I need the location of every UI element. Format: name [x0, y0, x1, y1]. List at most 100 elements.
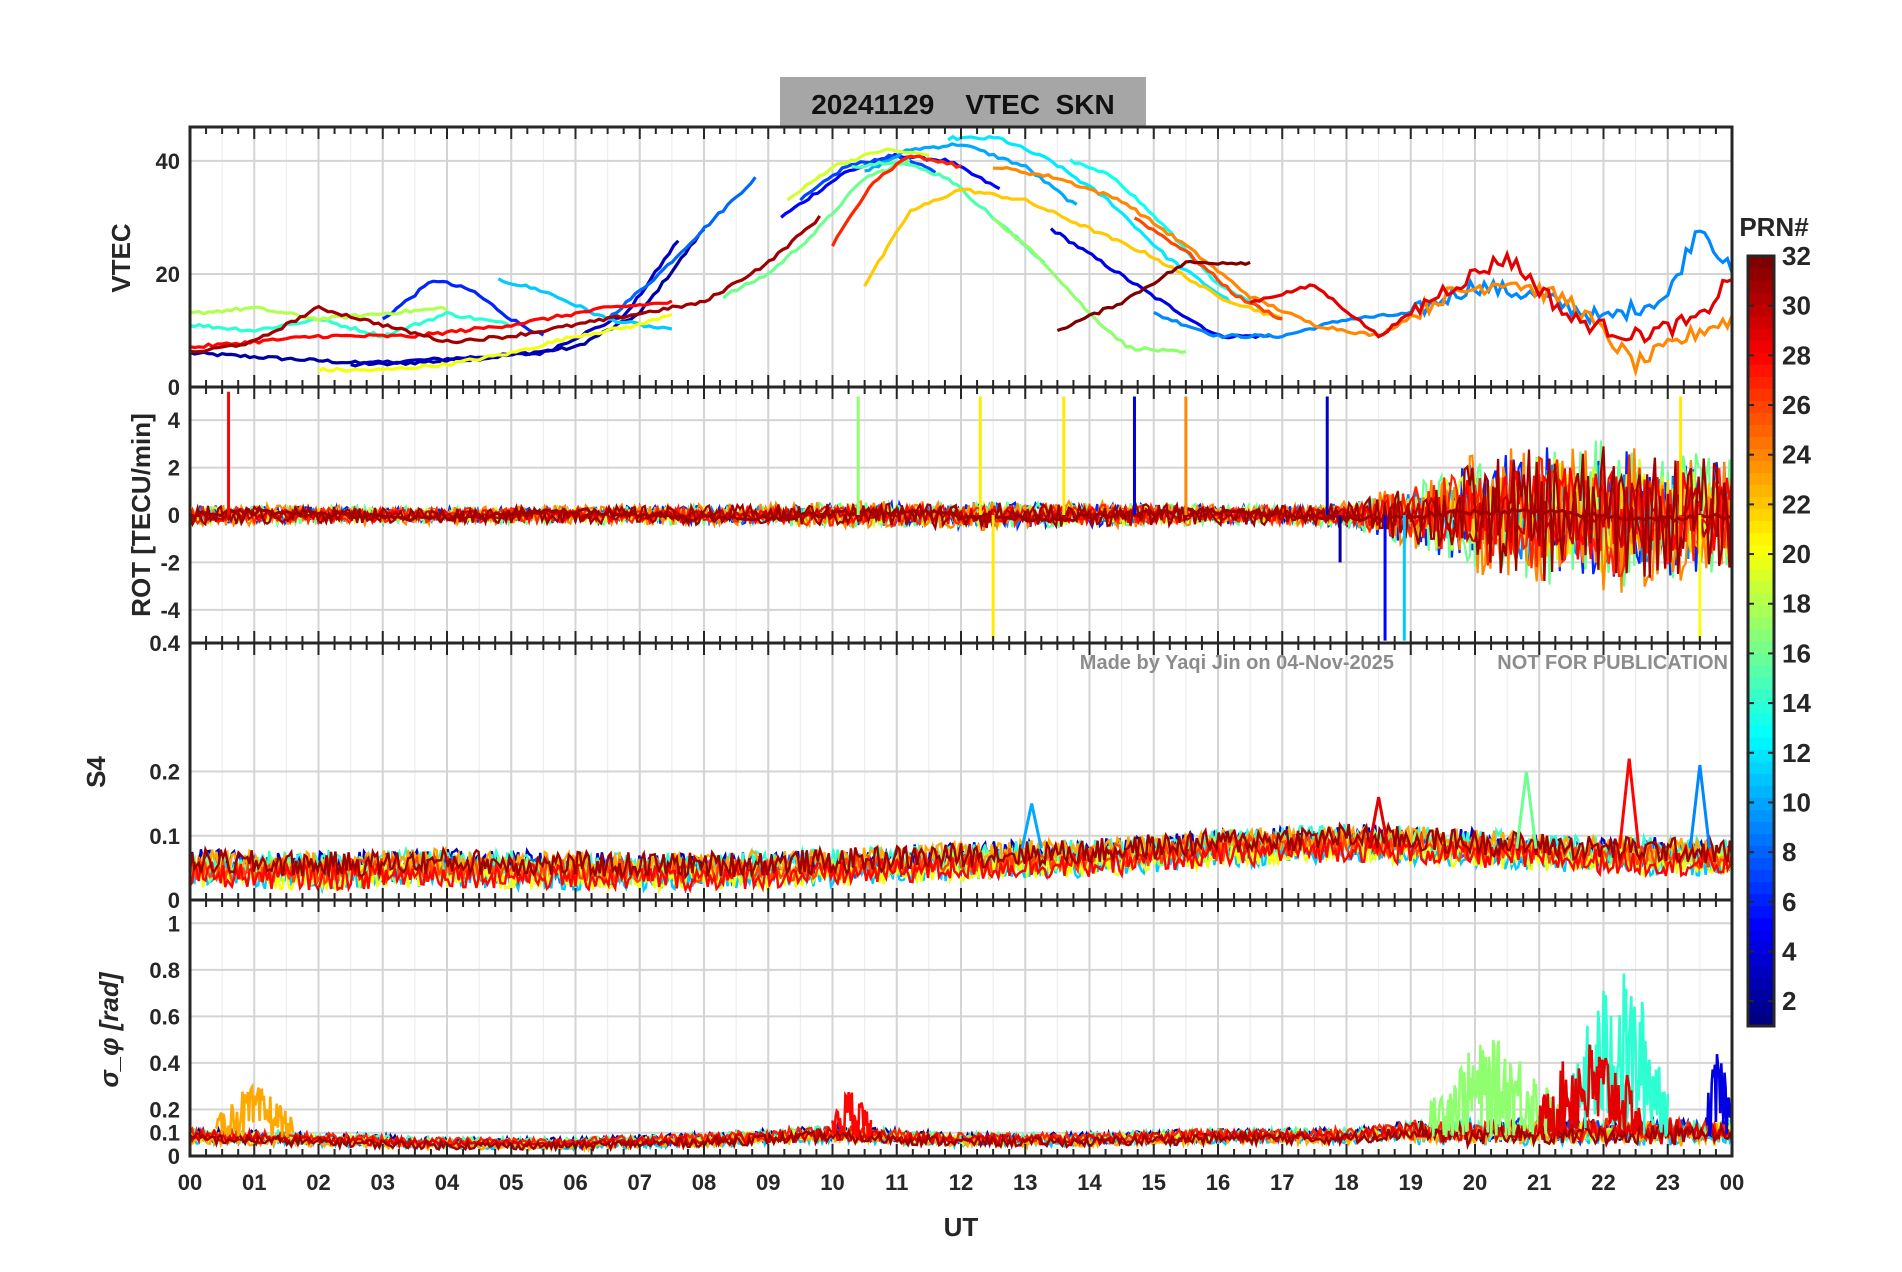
vtec-line-prn-27 [831, 154, 962, 247]
colorbar-segment [1748, 785, 1774, 798]
colorbar-segment [1748, 809, 1774, 822]
y-tick-label: 0.2 [149, 760, 180, 785]
y-tick-label: -4 [160, 598, 180, 623]
vtec-line-prn-31 [190, 215, 822, 354]
colorbar-segment [1748, 340, 1774, 353]
sigma-burst-prn-23 [214, 1082, 295, 1138]
panel-s4-lines [190, 758, 1732, 895]
y-tick-label: 4 [168, 408, 181, 433]
s4-ylabel: S4 [81, 756, 111, 788]
sigma-burst-prn-17 [1428, 1039, 1560, 1137]
colorbar-segment [1748, 532, 1774, 546]
vtec-line-prn-5 [780, 152, 1001, 219]
vtec-line-prn-3 [350, 239, 680, 368]
s4-ylabel-text: S4 [81, 756, 111, 788]
axes-frames [188, 125, 1734, 1158]
watermark-author: Made by Yaqi Jin on 04-Nov-2025 [1080, 652, 1394, 674]
s4-peak [1515, 771, 1538, 849]
colorbar-segment [1748, 352, 1774, 365]
colorbar-segment [1748, 941, 1774, 955]
colorbar-segment [1748, 328, 1774, 341]
colorbar-segment [1748, 316, 1774, 329]
colorbar-segment [1748, 376, 1774, 389]
x-tick-label: 15 [1142, 1170, 1166, 1195]
x-tick-label: 18 [1334, 1170, 1358, 1195]
vtec-ylabel: VTEC [106, 223, 136, 293]
colorbar-segment [1748, 280, 1774, 293]
colorbar-segment [1748, 556, 1774, 570]
data-series [190, 134, 1732, 1154]
vtec-line-prn-24 [993, 165, 1732, 378]
rot-baseline-trace [190, 506, 1732, 524]
colorbar-segment [1748, 472, 1774, 486]
x-tick-label: 09 [756, 1170, 780, 1195]
x-tick-label: 04 [435, 1170, 460, 1195]
y-tick-label: 0 [168, 503, 180, 528]
vtec-line-prn-18 [190, 305, 448, 323]
colorbar-segment [1748, 701, 1774, 714]
colorbar-tick-label: 28 [1782, 340, 1811, 370]
vtec-line-prn-22 [863, 187, 1283, 321]
y-tick-label-top: 0.4 [149, 631, 180, 656]
x-tick-label: 21 [1527, 1170, 1551, 1195]
plot-title: 20241129 VTEC SKN [811, 89, 1115, 120]
x-axis-label: UT [944, 1212, 979, 1242]
vtec-line-prn-6 [382, 279, 545, 337]
x-tick-label: 07 [628, 1170, 652, 1195]
colorbar-tick-label: 4 [1782, 936, 1797, 966]
y-tick-label: 0.1 [149, 1121, 180, 1146]
colorbar-segment [1748, 484, 1774, 498]
colorbar-segment [1748, 460, 1774, 474]
colorbar-tick-label: 12 [1782, 738, 1811, 768]
colorbar-segment [1748, 304, 1774, 317]
s4-peak [1020, 803, 1043, 849]
s4-peak [1618, 758, 1641, 849]
sigma-line-prn-31 [190, 1118, 1732, 1153]
colorbar-tick-label: 14 [1782, 688, 1811, 718]
y-tick-label: 40 [156, 149, 180, 174]
vtec-line-prn-28 [190, 299, 673, 350]
y-tick-label: 0.1 [149, 824, 180, 849]
colorbar-tick-label: 26 [1782, 390, 1811, 420]
title-box [780, 77, 1146, 127]
s4-peak [1688, 764, 1712, 849]
colorbar-segment [1748, 977, 1774, 991]
vtec-line-prn-29 [1249, 249, 1732, 344]
y-tick-label: 2 [168, 456, 180, 481]
vtec-line-prn-19 [786, 147, 930, 202]
x-tick-label: 05 [499, 1170, 523, 1195]
colorbar-tick-label: 8 [1782, 837, 1796, 867]
colorbar-title: PRN# [1739, 212, 1809, 242]
x-tick-label: 12 [949, 1170, 973, 1195]
colorbar-segment [1748, 496, 1774, 510]
y-tick-label: 1 [168, 911, 180, 936]
x-tick-label: 19 [1399, 1170, 1423, 1195]
panel-rot-lines [190, 391, 1732, 641]
colorbar-segment [1748, 508, 1774, 522]
colorbar-segment [1748, 893, 1774, 907]
colorbar-tick-label: 24 [1782, 440, 1811, 470]
x-tick-label: 14 [1077, 1170, 1102, 1195]
y-tick-label: 20 [156, 262, 180, 287]
s4-line-prn-31 [190, 821, 1732, 880]
vtec-line-prn-11 [497, 277, 673, 331]
colorbar-segment [1748, 689, 1774, 702]
x-tick-label: 22 [1591, 1170, 1615, 1195]
colorbar-segment [1748, 989, 1774, 1003]
x-tick-label: 17 [1270, 1170, 1294, 1195]
colorbar-tick-label: 2 [1782, 986, 1796, 1016]
s4-line-prn-20 [190, 836, 1732, 895]
colorbar-segment [1748, 953, 1774, 967]
colorbar-tick-label: 10 [1782, 787, 1811, 817]
colorbar-segment [1748, 1013, 1774, 1027]
colorbar-segment [1748, 773, 1774, 786]
colorbar-segment [1748, 737, 1774, 750]
colorbar-tick-label: 30 [1782, 291, 1811, 321]
colorbar-segment [1748, 400, 1774, 413]
colorbar-segment [1748, 677, 1774, 690]
x-tick-label: 10 [820, 1170, 844, 1195]
colorbar-segment [1748, 256, 1774, 269]
vtec-line-prn-12 [947, 134, 1233, 305]
